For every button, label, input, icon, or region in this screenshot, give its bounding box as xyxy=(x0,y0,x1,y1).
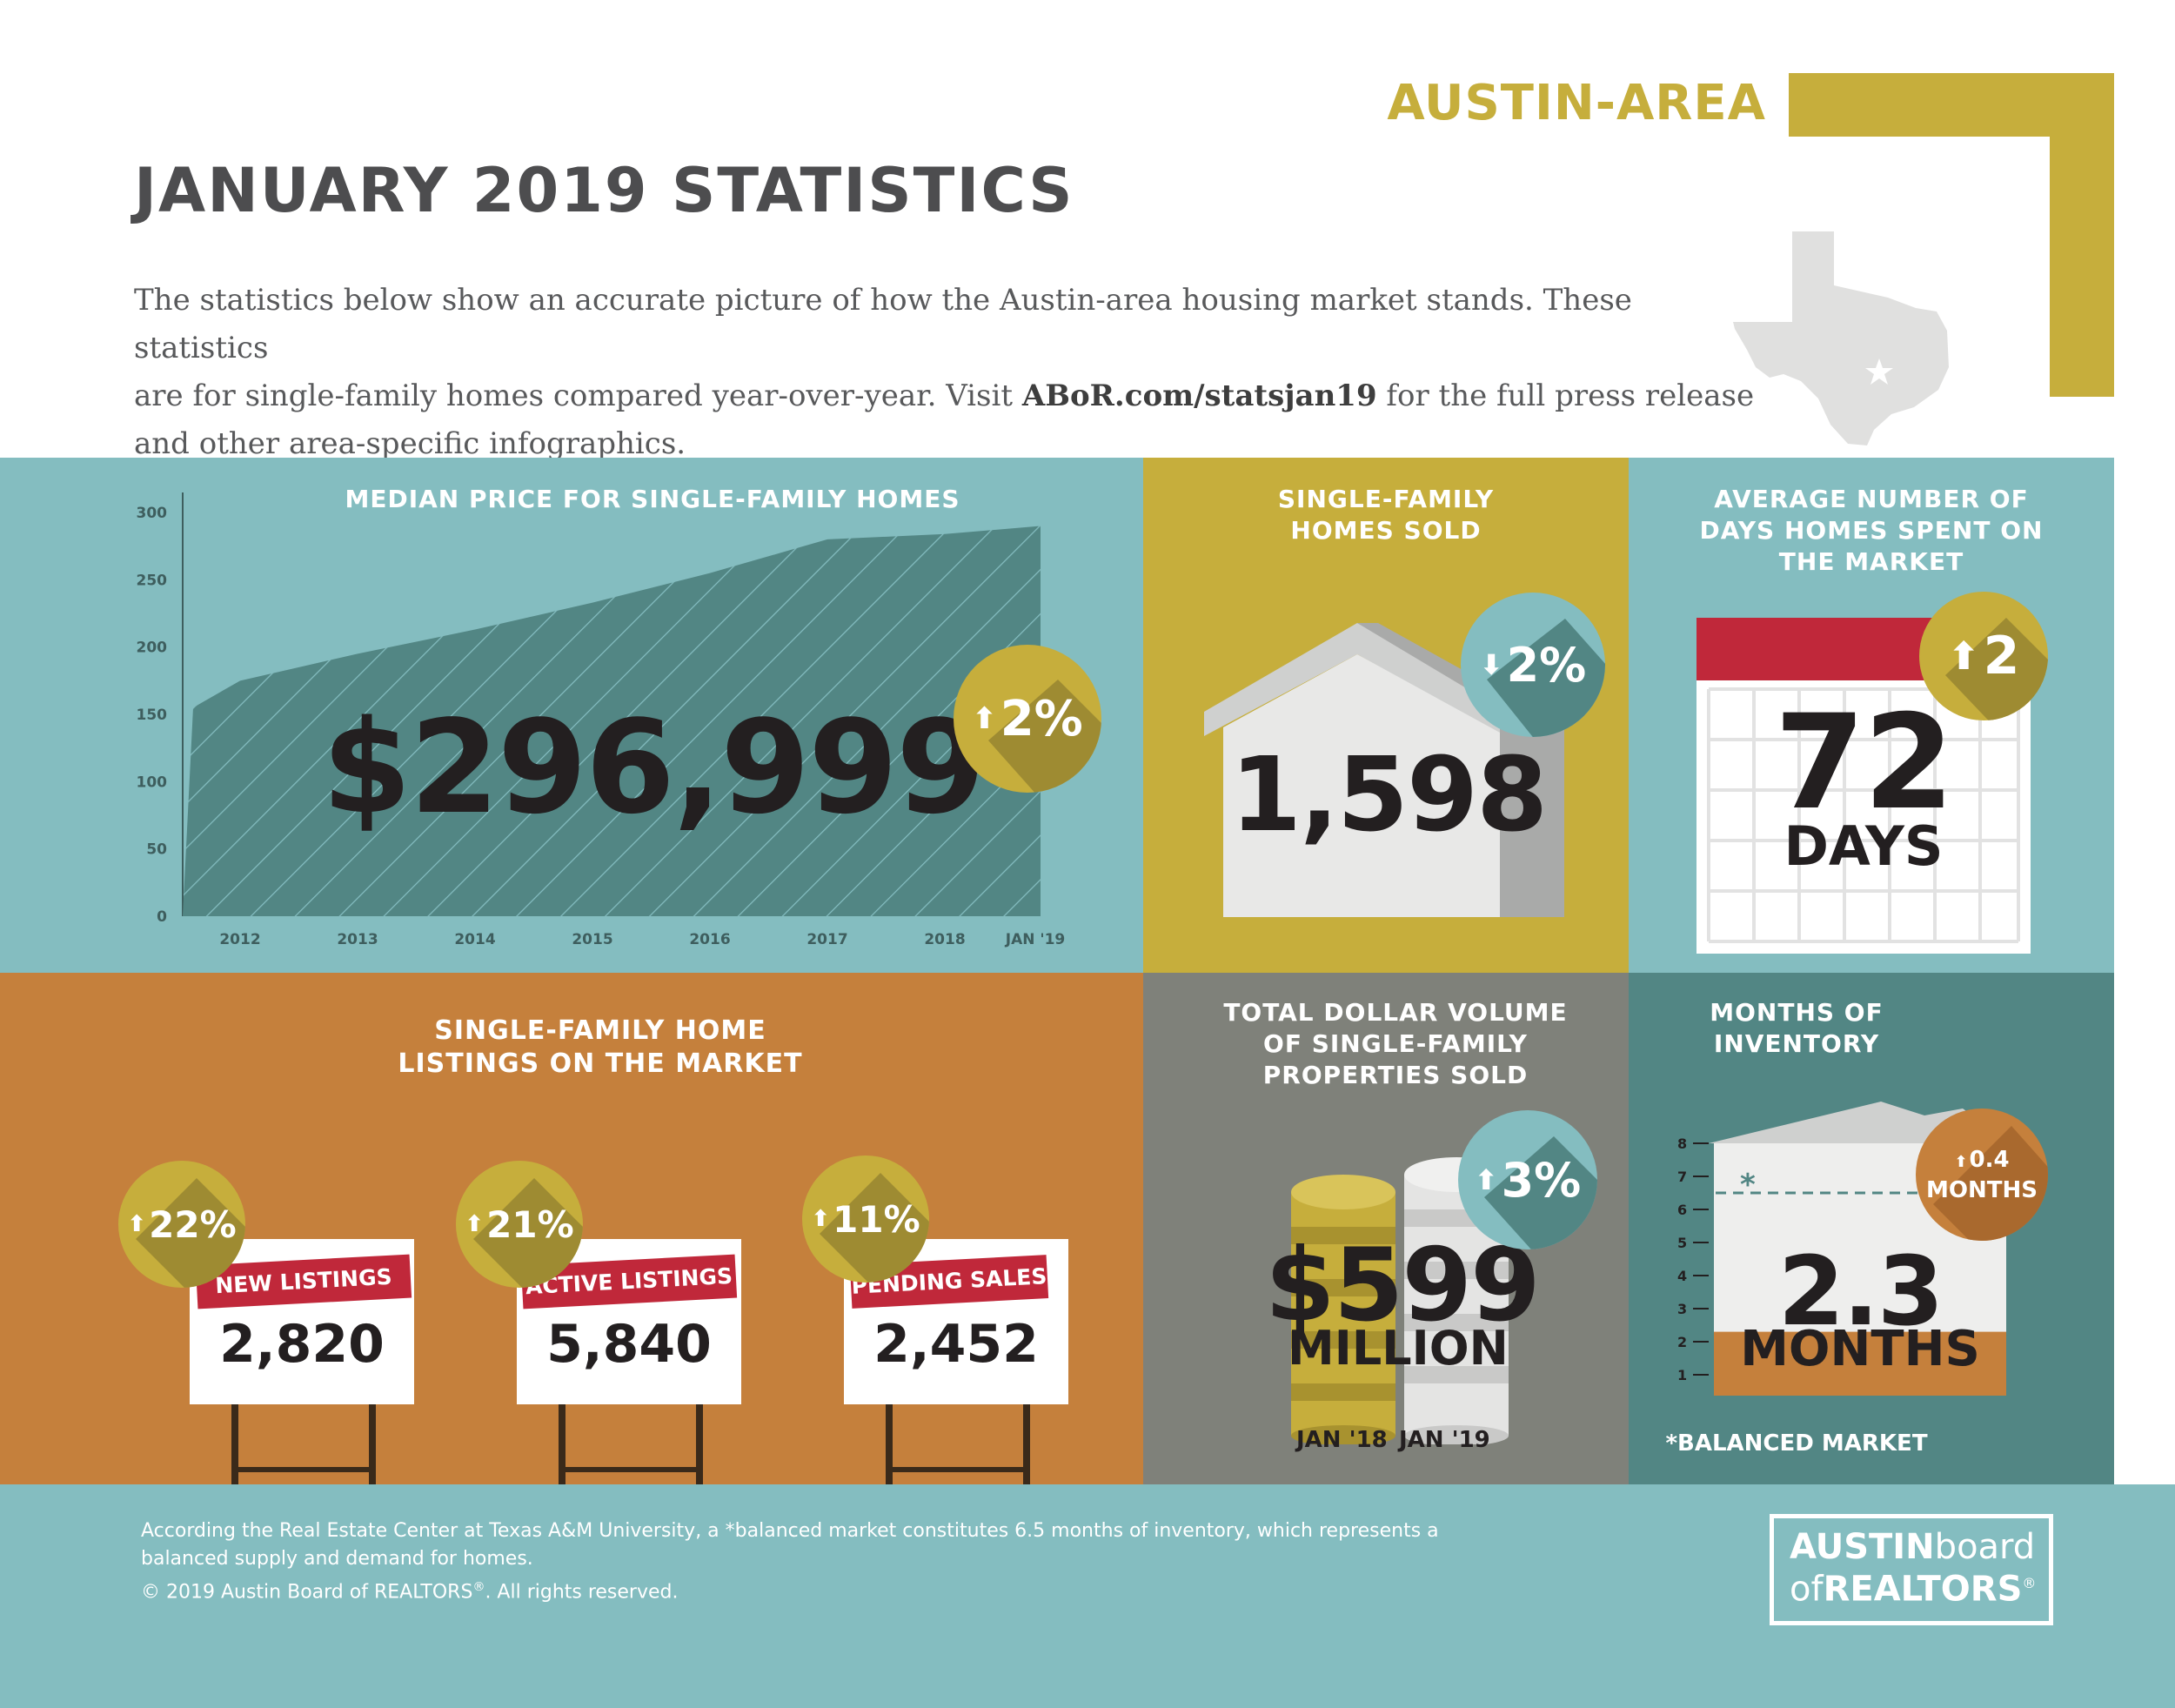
copyright: © 2019 Austin Board of REALTORS®. All ri… xyxy=(141,1580,679,1604)
dollar-volume-unit: MILLION xyxy=(1288,1321,1509,1376)
inventory-tick-label: 3 xyxy=(1677,1301,1687,1317)
footer-note: According the Real Estate Center at Texa… xyxy=(141,1520,1439,1570)
dollar-volume-value: $599 xyxy=(1265,1227,1541,1344)
inventory-value: 2.3 xyxy=(1777,1236,1944,1347)
listings-title: SINGLE-FAMILY HOME LISTINGS ON THE MARKE… xyxy=(398,1015,803,1079)
new-listings-change-badge: ⬆ 22% xyxy=(118,1161,245,1288)
intro-text: The statistics below show an accurate pi… xyxy=(134,277,1770,468)
sign-post xyxy=(369,1404,376,1484)
inventory-tick-label: 1 xyxy=(1677,1367,1687,1383)
x-tick-label: 2018 xyxy=(924,931,965,948)
median-price-area xyxy=(183,526,1041,916)
listings-panel: SINGLE-FAMILY HOME LISTINGS ON THE MARKE… xyxy=(0,973,1143,1484)
press-release-link[interactable]: ABoR.com/statsjan19 xyxy=(1021,378,1377,413)
y-tick-label: 50 xyxy=(146,841,167,859)
median-price-title: MEDIAN PRICE FOR SINGLE-FAMILY HOMES xyxy=(345,485,960,513)
median-price-panel: 2012 2013 2014 2015 2016 2017 2018 JAN '19 300 2… xyxy=(0,458,1143,973)
y-tick-label: 150 xyxy=(137,707,168,724)
new-listings-value: 2,820 xyxy=(219,1314,385,1375)
days-on-market-panel: AVERAGE NUMBER OF DAYS HOMES SPENT ON TH… xyxy=(1629,458,2114,973)
x-tick-label: 2013 xyxy=(337,931,378,948)
austin-star-icon xyxy=(1865,358,1893,385)
arrow-up-icon: ⬆ xyxy=(1474,1163,1498,1196)
x-tick-label: 2015 xyxy=(572,931,612,948)
x-tick-label: 2012 xyxy=(219,931,260,948)
active-listings-value: 5,840 xyxy=(546,1314,712,1375)
inventory-tick-label: 8 xyxy=(1677,1135,1687,1152)
calendar-grid xyxy=(1707,687,2020,943)
arrow-up-icon: ⬆ xyxy=(1947,633,1980,679)
texas-map-icon xyxy=(1733,231,1949,445)
dollar-volume-title: TOTAL DOLLAR VOLUME OF SINGLE-FAMILY PRO… xyxy=(1223,998,1568,1089)
inventory-tick-label: 5 xyxy=(1677,1235,1687,1251)
abor-logo[interactable]: AUSTINboard ofREALTORS® xyxy=(1770,1514,2053,1625)
sign-post xyxy=(886,1404,893,1484)
y-tick-labels: 300 250 200 150 100 50 0 xyxy=(137,505,168,926)
sign-post xyxy=(696,1404,703,1484)
arrow-up-icon: ⬆ xyxy=(127,1211,147,1237)
y-tick-label: 200 xyxy=(137,640,168,657)
footer: According the Real Estate Center at Texa… xyxy=(0,1484,2175,1708)
intro-line-2: are for single-family homes compared yea… xyxy=(134,378,1755,413)
homes-sold-change-badge: ⬇ 2% xyxy=(1461,593,1605,737)
inventory-panel: MONTHS OF INVENTORY 8 7 6 5 4 3 2 1 * 2.3 MONTH… xyxy=(1629,973,2114,1484)
arrow-down-icon: ⬇ xyxy=(1479,648,1503,681)
inventory-axis-ticks: 8 7 6 5 4 3 2 1 xyxy=(1677,1135,1709,1383)
median-price-value: $296,999 xyxy=(322,693,986,842)
days-unit: DAYS xyxy=(1784,814,1944,878)
arrow-up-icon: ⬆ xyxy=(972,701,997,736)
pending-sales-value: 2,452 xyxy=(873,1314,1039,1375)
arrow-up-icon: ⬆ xyxy=(1954,1152,1968,1171)
homes-sold-title: SINGLE-FAMILY HOMES SOLD xyxy=(1277,485,1495,545)
pending-sales-change-badge: ⬆ 11% xyxy=(802,1155,929,1283)
sign-post xyxy=(559,1404,566,1484)
coin-label-jan19: JAN '19 xyxy=(1399,1427,1490,1453)
inventory-tick-label: 7 xyxy=(1677,1169,1687,1185)
active-listings-change-badge: ⬆ 21% xyxy=(456,1161,583,1288)
median-price-chart: 2012 2013 2014 2015 2016 2017 2018 JAN '19 300 2… xyxy=(137,492,1065,948)
region-label: AUSTIN-AREA xyxy=(1387,75,1766,131)
balanced-market-marker: * xyxy=(1740,1168,1756,1202)
y-tick-label: 300 xyxy=(137,505,168,522)
inventory-unit: MONTHS xyxy=(1740,1321,1980,1377)
arrow-up-icon: ⬆ xyxy=(465,1211,485,1237)
dollar-volume-panel: TOTAL DOLLAR VOLUME OF SINGLE-FAMILY PRO… xyxy=(1143,973,1629,1484)
house-icon xyxy=(1204,623,1564,917)
inventory-change-badge: ⬆0.4 MONTHS xyxy=(1916,1109,2048,1241)
arrow-up-icon: ⬆ xyxy=(811,1206,831,1232)
y-tick-label: 100 xyxy=(137,774,168,791)
x-tick-label: 2017 xyxy=(806,931,847,948)
page-title: JANUARY 2019 STATISTICS xyxy=(134,155,1074,226)
inventory-level-fill xyxy=(1714,1331,2006,1396)
sign-crossbar xyxy=(559,1467,703,1472)
intro-line-1: The statistics below show an accurate pi… xyxy=(134,283,1632,365)
homes-sold-panel: SINGLE-FAMILY HOMES SOLD 1,598 ⬇ 2% xyxy=(1143,458,1629,973)
inventory-tick-label: 6 xyxy=(1677,1202,1687,1218)
median-change-badge: ⬆ 2% xyxy=(954,645,1101,793)
x-tick-label: JAN '19 xyxy=(1005,931,1066,948)
inventory-tick-label: 2 xyxy=(1677,1334,1687,1350)
inventory-title: MONTHS OF INVENTORY xyxy=(1710,998,1884,1058)
y-tick-label: 250 xyxy=(137,572,168,589)
days-on-market-title: AVERAGE NUMBER OF DAYS HOMES SPENT ON TH… xyxy=(1699,485,2044,576)
days-value: 72 xyxy=(1774,687,1955,839)
intro-line-3: and other area-specific infographics. xyxy=(134,426,686,461)
dollar-volume-change-badge: ⬆ 3% xyxy=(1458,1110,1597,1249)
coin-label-jan18: JAN '18 xyxy=(1296,1427,1388,1453)
corner-bracket-side xyxy=(2050,73,2114,397)
x-tick-labels: 2012 2013 2014 2015 2016 2017 2018 JAN '19 xyxy=(219,931,1065,948)
homes-sold-value: 1,598 xyxy=(1230,734,1548,854)
sign-post xyxy=(231,1404,238,1484)
sign-crossbar xyxy=(886,1467,1030,1472)
x-tick-label: 2014 xyxy=(454,931,495,948)
sign-post xyxy=(1023,1404,1030,1484)
days-change-badge: ⬆ 2 xyxy=(1919,592,2048,720)
y-tick-label: 0 xyxy=(157,908,167,926)
balanced-market-footnote: *BALANCED MARKET xyxy=(1665,1430,1928,1457)
x-tick-label: 2016 xyxy=(689,931,730,948)
inventory-tick-label: 4 xyxy=(1677,1268,1687,1284)
sign-crossbar xyxy=(231,1467,376,1472)
